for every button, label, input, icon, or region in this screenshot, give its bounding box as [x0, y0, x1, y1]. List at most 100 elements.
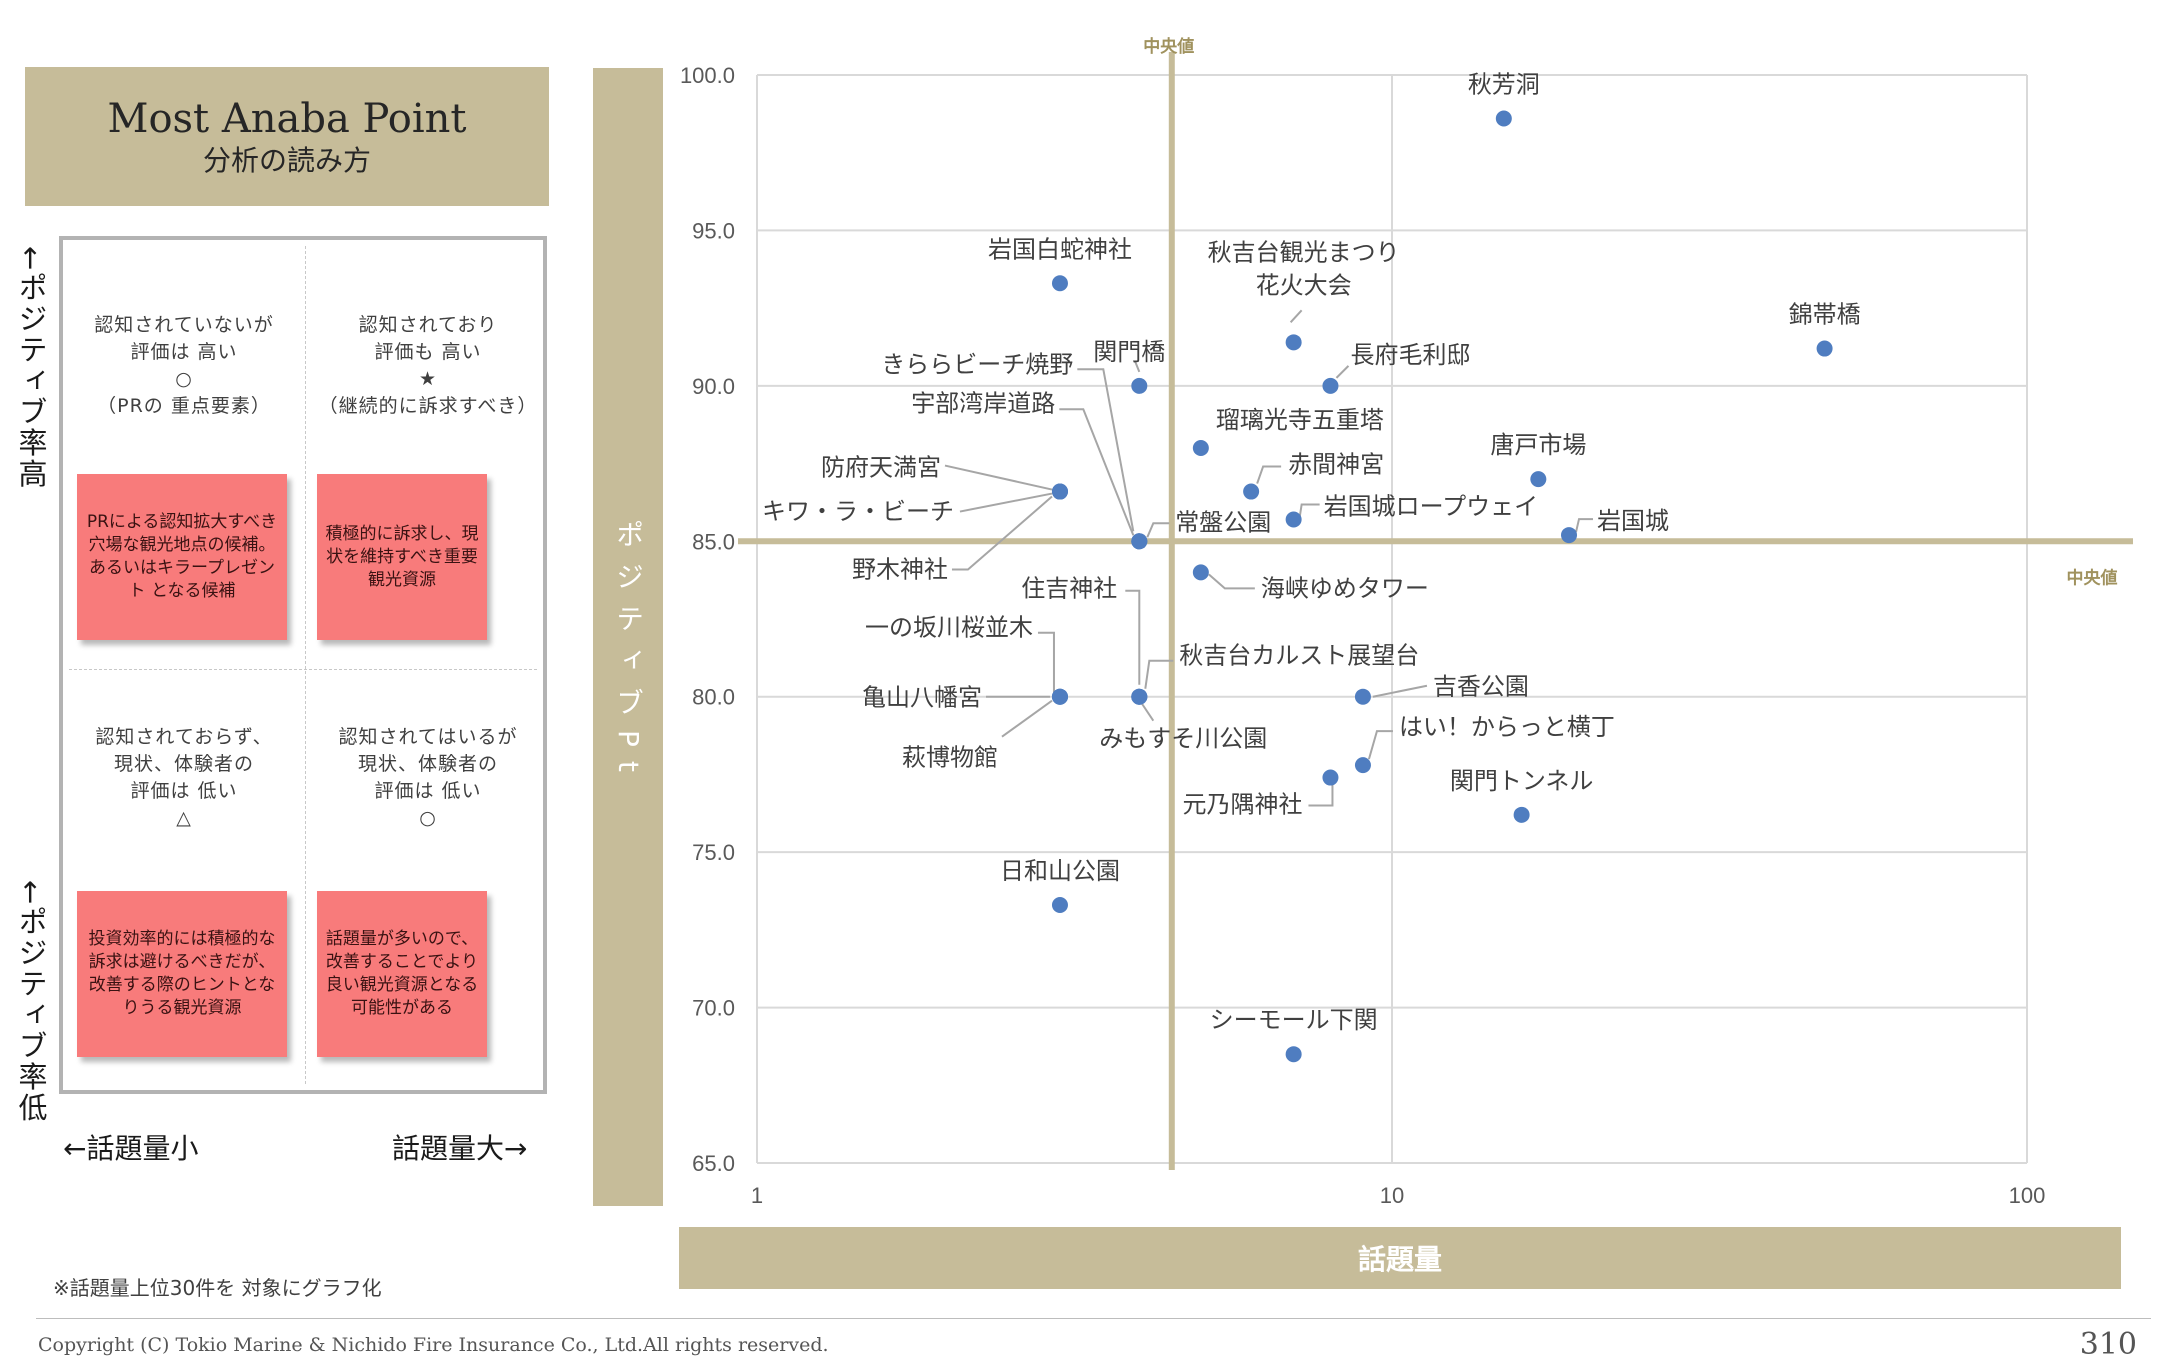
y-axis-label-band — [593, 68, 663, 1206]
data-point — [1051, 896, 1068, 913]
leader-line — [1125, 589, 1141, 685]
y-tick-label: 85.0 — [692, 529, 735, 554]
data-label: 関門橋 — [1093, 338, 1165, 366]
data-label: はい！からっと横丁 — [1399, 713, 1615, 741]
copyright: Copyright (C) Tokio Marine & Nichido Fir… — [38, 1334, 829, 1356]
leader-line — [1335, 365, 1350, 379]
data-point — [1243, 483, 1260, 500]
leader-line — [1575, 518, 1594, 533]
data-label: 岩国城ロープウェイ — [1324, 493, 1539, 521]
leader-line — [1144, 659, 1174, 689]
data-label: 一の坂川桜並木 — [865, 614, 1033, 642]
y-tick-label: 90.0 — [692, 374, 735, 399]
data-label: 住吉神社 — [1021, 575, 1117, 603]
y-tick-label: 70.0 — [692, 996, 735, 1021]
sticky-note-top-left: PRによる認知拡大すべき穴場な観光地点の候補。あるいはキラープレゼント となる候… — [77, 474, 287, 640]
data-label: 唐戸市場 — [1490, 431, 1586, 459]
sticky-note-bottom-right: 話題量が多いので、改善することでより良い観光資源となる可能性がある — [317, 891, 487, 1057]
leader-line — [1059, 408, 1135, 536]
leader-line — [1256, 465, 1282, 484]
leader-line — [1134, 361, 1141, 373]
positive-high-label: ←ポジティブ率高 — [14, 246, 48, 490]
leader-line — [1367, 730, 1393, 760]
leader-line — [1372, 684, 1428, 698]
leader-line — [1001, 699, 1053, 738]
y-axis-label: ポジティブPt — [612, 520, 645, 786]
data-point — [1285, 334, 1302, 351]
leader-line — [1146, 522, 1170, 538]
data-label: 秋吉台カルスト展望台 — [1179, 642, 1419, 670]
data-label: 海峡ゆめタワー — [1261, 574, 1429, 602]
data-point — [1051, 483, 1068, 500]
data-label: 赤間神宮 — [1288, 451, 1384, 479]
data-label: 岩国城 — [1597, 507, 1669, 535]
topic-small-label: ←話題量小 — [63, 1132, 199, 1165]
leader-line — [1077, 368, 1135, 532]
footnote: ※話題量上位30件を 対象にグラフ化 — [53, 1276, 382, 1300]
data-label: 秋芳洞 — [1468, 71, 1540, 99]
x-axis-label: 話題量 — [679, 1227, 2121, 1289]
leader-line — [1140, 702, 1155, 722]
positive-low-label: ←ポジティブ率低 — [14, 880, 48, 1124]
x-tick-label: 1 — [751, 1183, 763, 1208]
quadrant-top-left-text: 認知されていないが 評価は 高い ○ （PRの 重点要素） — [94, 314, 274, 417]
matrix-divider-horizontal — [69, 669, 537, 670]
data-point — [1816, 340, 1833, 357]
guide-subtitle: 分析の読み方 — [202, 143, 371, 177]
data-point — [1285, 1046, 1302, 1063]
leader-line — [1208, 573, 1255, 590]
leader-lines — [944, 309, 1594, 807]
data-point — [1561, 527, 1578, 544]
leader-line — [1308, 783, 1334, 807]
data-point — [1354, 757, 1371, 774]
data-point — [1192, 440, 1209, 457]
y-tick-label: 80.0 — [692, 685, 735, 710]
data-point — [1530, 471, 1547, 488]
data-label: きららビーチ焼野 — [881, 350, 1073, 378]
leader-line — [951, 495, 1053, 571]
data-label: 元乃隅神社 — [1182, 791, 1302, 819]
sticky-note-bottom-left: 投資効率的には積極的な訴求は避けるべきだが、改善する際のヒントとなりうる観光資源 — [77, 891, 287, 1057]
data-label: 秋吉台観光まつり花火大会 — [1208, 238, 1400, 299]
data-point — [1322, 377, 1339, 394]
median-label-vertical: 中央値 — [1143, 36, 1194, 57]
quadrant-matrix: 認知されていないが 評価は 高い ○ （PRの 重点要素） 認知されており 評価… — [59, 236, 547, 1094]
sticky-note-top-right: 積極的に訴求し、現状を維持すべき重要観光資源 — [317, 474, 487, 640]
x-tick-label: 10 — [1380, 1183, 1404, 1208]
y-tick-label: 75.0 — [692, 840, 735, 865]
data-point — [1131, 688, 1148, 705]
quadrant-bottom-right-text: 認知されてはいるが 現状、体験者の 評価は 低い ○ — [338, 726, 518, 829]
data-point — [1354, 688, 1371, 705]
data-label: 日和山公園 — [1000, 857, 1120, 885]
quadrant-top-right-text: 認知されており 評価も 高い ★ （継続的に訴求すべき） — [318, 314, 538, 417]
data-point — [1131, 533, 1148, 550]
data-point — [1322, 769, 1339, 786]
data-label: 野木神社 — [852, 556, 948, 584]
x-tick-label: 100 — [2009, 1183, 2046, 1208]
data-points — [1051, 110, 1833, 1063]
y-tick-label: 65.0 — [692, 1151, 735, 1176]
leader-line — [959, 492, 1053, 513]
data-label: 関門トンネル — [1450, 767, 1594, 795]
y-tick-label: 100.0 — [680, 63, 735, 88]
data-label: 常盤公園 — [1175, 508, 1271, 536]
tick-labels: 65.0 70.0 75.0 80.0 85.0 90.0 95.0 100.0 1 10 100 — [680, 63, 2045, 1208]
topic-large-label: 話題量大→ — [392, 1132, 528, 1165]
leader-line — [944, 464, 1053, 491]
data-label: 錦帯橋 — [1789, 301, 1861, 329]
data-label: 瑠璃光寺五重塔 — [1216, 406, 1384, 434]
leader-line — [1289, 309, 1303, 324]
page-number: 310 — [2079, 1327, 2137, 1362]
data-point — [1192, 564, 1209, 581]
data-point — [1051, 275, 1068, 292]
data-point — [1495, 110, 1512, 127]
matrix-divider-vertical — [305, 246, 306, 1084]
y-tick-label: 95.0 — [692, 218, 735, 243]
guide-title: Most Anaba Point — [107, 95, 467, 142]
leader-line — [1298, 503, 1320, 518]
data-label: キワ・ラ・ビーチ — [762, 498, 954, 526]
data-label: 萩博物館 — [902, 744, 998, 772]
